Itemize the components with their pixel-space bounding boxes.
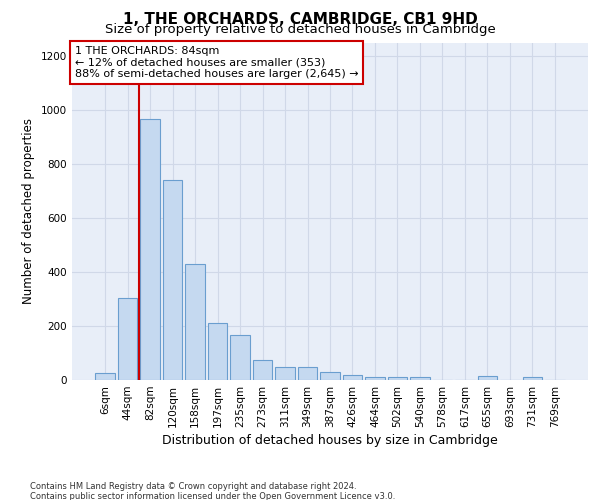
Bar	[208, 324, 227, 380]
Text: 1 THE ORCHARDS: 84sqm
← 12% of detached houses are smaller (353)
88% of semi-det: 1 THE ORCHARDS: 84sqm ← 12% of detached …	[74, 46, 358, 79]
Bar	[118, 298, 137, 380]
Bar	[298, 368, 317, 380]
Text: Size of property relative to detached houses in Cambridge: Size of property relative to detached ho…	[104, 22, 496, 36]
Bar	[185, 264, 205, 380]
Bar	[140, 120, 160, 380]
Bar	[343, 376, 362, 380]
Bar	[523, 378, 542, 380]
Bar	[95, 373, 115, 380]
Bar	[478, 376, 497, 380]
Bar	[320, 372, 340, 380]
Text: Contains HM Land Registry data © Crown copyright and database right 2024.
Contai: Contains HM Land Registry data © Crown c…	[30, 482, 395, 500]
X-axis label: Distribution of detached houses by size in Cambridge: Distribution of detached houses by size …	[162, 434, 498, 447]
Bar	[275, 368, 295, 380]
Bar	[365, 378, 385, 380]
Y-axis label: Number of detached properties: Number of detached properties	[22, 118, 35, 304]
Bar	[253, 360, 272, 380]
Bar	[410, 378, 430, 380]
Bar	[230, 336, 250, 380]
Text: 1, THE ORCHARDS, CAMBRIDGE, CB1 9HD: 1, THE ORCHARDS, CAMBRIDGE, CB1 9HD	[122, 12, 478, 28]
Bar	[163, 180, 182, 380]
Bar	[388, 378, 407, 380]
